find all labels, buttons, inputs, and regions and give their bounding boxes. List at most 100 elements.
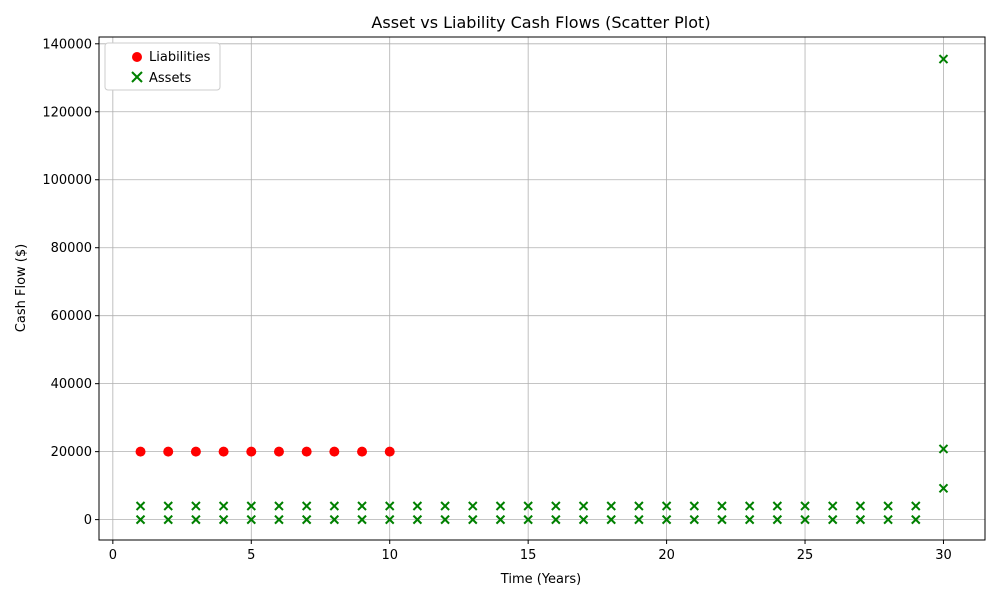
assets-point bbox=[246, 501, 256, 511]
assets-point-stroke bbox=[661, 501, 672, 511]
assets-point bbox=[689, 501, 699, 511]
assets-point bbox=[135, 514, 146, 525]
assets-point bbox=[523, 514, 533, 525]
assets-point bbox=[634, 514, 644, 525]
liabilities-point bbox=[329, 446, 340, 457]
chart-title: Asset vs Liability Cash Flows (Scatter P… bbox=[371, 13, 710, 32]
assets-point bbox=[135, 501, 146, 511]
assets-point bbox=[163, 501, 173, 511]
assets-point bbox=[191, 514, 201, 525]
assets-point-stroke bbox=[883, 501, 893, 511]
assets-point bbox=[468, 514, 478, 525]
liabilities-point bbox=[273, 446, 284, 457]
liabilities-point bbox=[301, 446, 312, 457]
assets-point bbox=[495, 514, 506, 525]
y-tick-label: 100000 bbox=[42, 173, 92, 188]
liabilities-point bbox=[163, 446, 174, 457]
assets-point-stroke bbox=[329, 501, 340, 511]
assets-point bbox=[357, 501, 367, 511]
axis-ticks: 0 5 10 15 20 25 30 0 20000 40000 60000 80000 100000 1… bbox=[42, 37, 951, 563]
assets-point-stroke bbox=[301, 514, 312, 525]
assets-point bbox=[855, 501, 866, 511]
assets-point-stroke bbox=[772, 501, 783, 511]
assets-point-stroke bbox=[883, 514, 893, 525]
assets-point-stroke bbox=[191, 514, 201, 525]
liabilities-point bbox=[218, 446, 229, 457]
assets-point-stroke bbox=[468, 501, 478, 511]
assets-point-stroke bbox=[855, 501, 866, 511]
assets-point bbox=[772, 501, 783, 511]
assets-point-stroke bbox=[689, 514, 699, 525]
assets-point bbox=[578, 501, 589, 511]
assets-point-stroke bbox=[800, 501, 810, 511]
assets-point bbox=[357, 514, 367, 525]
assets-point bbox=[578, 514, 589, 525]
assets-point-stroke bbox=[578, 501, 589, 511]
assets-point bbox=[329, 514, 340, 525]
assets-point-stroke bbox=[246, 514, 256, 525]
legend: Liabilities Assets bbox=[104, 42, 221, 91]
x-tick-label: 15 bbox=[520, 548, 537, 563]
legend-assets-label: Assets bbox=[149, 71, 192, 86]
x-tick-label: 30 bbox=[935, 548, 952, 563]
assets-point-stroke bbox=[191, 501, 201, 511]
assets-point-stroke bbox=[800, 514, 810, 525]
assets-point-stroke bbox=[385, 514, 395, 525]
liabilities-point bbox=[246, 446, 257, 457]
y-axis-label: Cash Flow ($) bbox=[14, 244, 29, 332]
assets-point bbox=[551, 501, 561, 511]
assets-point bbox=[883, 514, 893, 525]
assets-point bbox=[911, 514, 921, 525]
assets-point-stroke bbox=[828, 501, 838, 511]
x-axis-label: Time (Years) bbox=[500, 572, 581, 587]
assets-point-stroke bbox=[634, 514, 644, 525]
y-tick-label: 60000 bbox=[51, 309, 92, 324]
assets-point-stroke bbox=[274, 501, 284, 511]
assets-point bbox=[191, 501, 201, 511]
assets-point-stroke bbox=[606, 514, 616, 525]
assets-point bbox=[744, 501, 755, 511]
assets-point-stroke bbox=[855, 514, 866, 525]
assets-point-stroke bbox=[523, 501, 533, 511]
assets-point bbox=[772, 514, 783, 525]
y-tick-label: 0 bbox=[84, 513, 92, 528]
y-tick-label: 140000 bbox=[42, 37, 92, 52]
assets-point bbox=[440, 514, 450, 525]
y-tick-label: 120000 bbox=[42, 105, 92, 120]
legend-assets-marker bbox=[131, 71, 143, 83]
assets-point bbox=[717, 514, 727, 525]
assets-point-stroke bbox=[135, 501, 146, 511]
assets-point-stroke bbox=[468, 514, 478, 525]
assets-point bbox=[744, 514, 755, 525]
assets-point bbox=[661, 501, 672, 511]
assets-point bbox=[689, 514, 699, 525]
assets-point-stroke bbox=[689, 501, 699, 511]
assets-point-stroke bbox=[357, 501, 367, 511]
assets-point-stroke bbox=[385, 501, 395, 511]
assets-point bbox=[301, 501, 312, 511]
assets-point-stroke bbox=[938, 444, 949, 454]
assets-point-stroke bbox=[412, 514, 423, 525]
assets-point-stroke bbox=[135, 514, 146, 525]
assets-point bbox=[800, 501, 810, 511]
x-tick-label: 20 bbox=[658, 548, 675, 563]
assets-point bbox=[218, 501, 229, 511]
assets-point-stroke bbox=[163, 514, 173, 525]
assets-point bbox=[468, 501, 478, 511]
assets-point bbox=[938, 444, 949, 454]
assets-point bbox=[523, 501, 533, 511]
assets-point-stroke bbox=[551, 501, 561, 511]
assets-point bbox=[329, 501, 340, 511]
assets-point bbox=[301, 514, 312, 525]
assets-point-stroke bbox=[329, 514, 340, 525]
assets-point bbox=[385, 501, 395, 511]
assets-point bbox=[883, 501, 893, 511]
assets-point-stroke bbox=[357, 514, 367, 525]
assets-point bbox=[828, 501, 838, 511]
assets-point-stroke bbox=[744, 514, 755, 525]
assets-point bbox=[412, 501, 423, 511]
assets-point-stroke bbox=[301, 501, 312, 511]
assets-point bbox=[855, 514, 866, 525]
